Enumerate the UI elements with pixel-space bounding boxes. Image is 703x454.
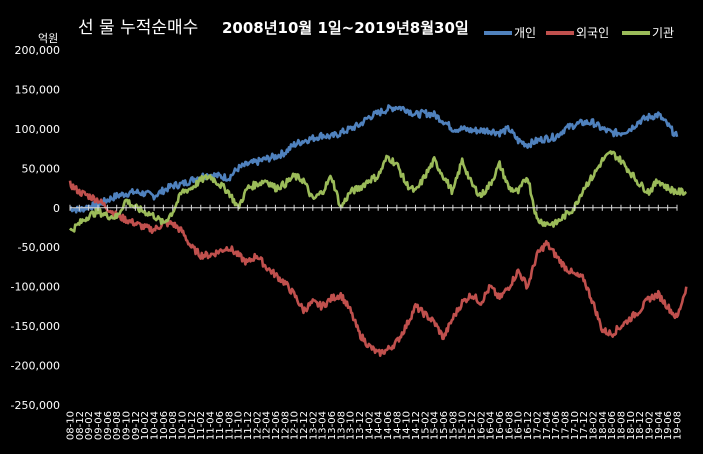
x-tick-label: 17-12 [579, 411, 590, 440]
x-tick-label: 11-08 [224, 411, 235, 440]
x-tick-label: 18-12 [635, 411, 646, 440]
x-tick-label: 19-02 [645, 411, 656, 440]
x-tick-label: 08-12 [75, 411, 86, 440]
x-tick-label: 18-10 [626, 411, 637, 440]
x-tick-label: 12-08 [280, 411, 291, 440]
x-tick-label: 17-10 [570, 411, 581, 440]
x-tick-label: 13-04 [318, 411, 329, 440]
x-tick-label: 15-04 [430, 411, 441, 440]
x-tick-label: 12-06 [271, 411, 282, 440]
x-tick-label: 16-10 [514, 411, 525, 440]
series-line [69, 104, 679, 214]
series-line [69, 150, 688, 233]
x-tick-label: 16-08 [504, 411, 515, 440]
x-tick-label: 09-06 [103, 411, 114, 440]
y-axis: 200,000 150,000 100,000 50,000 0 -50,000 -100,… [11, 44, 60, 412]
legend-label-institution: 기관 [652, 26, 674, 40]
x-tick-label: 19-04 [654, 411, 665, 440]
x-tick-label: 15-08 [448, 411, 459, 440]
x-tick-label: 08-10 [66, 411, 77, 440]
x-tick-label: 15-02 [420, 411, 431, 440]
x-tick-label: 19-06 [663, 411, 674, 440]
x-tick-label: 12-12 [299, 411, 310, 440]
x-tick-label: 11-10 [234, 411, 245, 440]
x-tick-label: 09-08 [112, 411, 123, 440]
chart-title: 선 물 누적순매수 [78, 18, 198, 38]
y-axis-label: 억원 [38, 32, 58, 45]
x-tick-label: 10-02 [140, 411, 151, 440]
x-tick-label: 13-06 [327, 411, 338, 440]
y-tick-label: 50,000 [22, 162, 61, 175]
x-tick-label: 19-08 [673, 411, 684, 440]
x-tick-label: 10-06 [159, 411, 170, 440]
x-tick-label: 16-06 [495, 411, 506, 440]
x-tick-label: 14-06 [383, 411, 394, 440]
x-tick-label: 15-10 [458, 411, 469, 440]
x-tick-label: 10-04 [150, 411, 161, 440]
y-tick-label: -200,000 [11, 360, 60, 373]
x-tick-label: 12-10 [290, 411, 301, 440]
legend: 개인 외국인 기관 [484, 26, 674, 40]
x-tick-label: 16-12 [523, 411, 534, 440]
y-tick-label: 200,000 [15, 44, 61, 57]
x-tick-label: 09-02 [84, 411, 95, 440]
x-tick-label: 15-12 [467, 411, 478, 440]
x-tick-label: 13-02 [308, 411, 319, 440]
x-tick-label: 18-06 [607, 411, 618, 440]
x-tick-label: 11-02 [196, 411, 207, 440]
x-tick-label: 15-06 [439, 411, 450, 440]
x-tick-label: 13-10 [346, 411, 357, 440]
x-tick-label: 11-06 [215, 411, 226, 440]
x-tick-label: 10-12 [187, 411, 198, 440]
x-tick-label: 13-08 [336, 411, 347, 440]
y-tick-label: -150,000 [11, 320, 60, 333]
y-tick-label: 100,000 [15, 123, 61, 136]
x-tick-label: 17-06 [551, 411, 562, 440]
x-tick-label: 12-04 [262, 411, 273, 440]
x-tick-label: 17-04 [542, 411, 553, 440]
x-tick-label: 14-08 [392, 411, 403, 440]
x-tick-label: 09-10 [122, 411, 133, 440]
x-tick-label: 18-08 [617, 411, 628, 440]
x-tick-label: 12-02 [252, 411, 263, 440]
x-tick-label: 09-12 [131, 411, 142, 440]
x-tick-label: 11-12 [243, 411, 254, 440]
x-tick-label: 14-02 [364, 411, 375, 440]
chart-subtitle: 2008년10월 1일~2019년8월30일 [222, 19, 469, 37]
x-axis: 08-1008-1209-0209-0409-0609-0809-1009-12… [66, 204, 684, 440]
series-line [68, 180, 688, 358]
y-tick-label: 150,000 [15, 83, 61, 96]
x-tick-label: 09-04 [94, 411, 105, 440]
x-tick-label: 14-12 [411, 411, 422, 440]
x-tick-label: 17-02 [532, 411, 543, 440]
x-tick-label: 17-08 [560, 411, 571, 440]
x-tick-label: 14-04 [374, 411, 385, 440]
legend-label-individual: 개인 [514, 26, 536, 40]
x-tick-label: 14-10 [402, 411, 413, 440]
y-tick-label: 0 [53, 202, 60, 215]
x-tick-label: 10-08 [168, 411, 179, 440]
y-tick-label: -100,000 [11, 281, 60, 294]
x-tick-label: 18-02 [589, 411, 600, 440]
x-tick-label: 18-04 [598, 411, 609, 440]
x-tick-label: 13-12 [355, 411, 366, 440]
y-tick-label: -250,000 [11, 399, 60, 412]
legend-label-foreign: 외국인 [576, 26, 609, 40]
y-tick-label: -50,000 [18, 241, 60, 254]
x-tick-label: 16-02 [476, 411, 487, 440]
x-tick-label: 16-04 [486, 411, 497, 440]
series-group [68, 104, 688, 358]
x-tick-label: 10-10 [178, 411, 189, 440]
x-tick-label: 11-04 [206, 411, 217, 440]
